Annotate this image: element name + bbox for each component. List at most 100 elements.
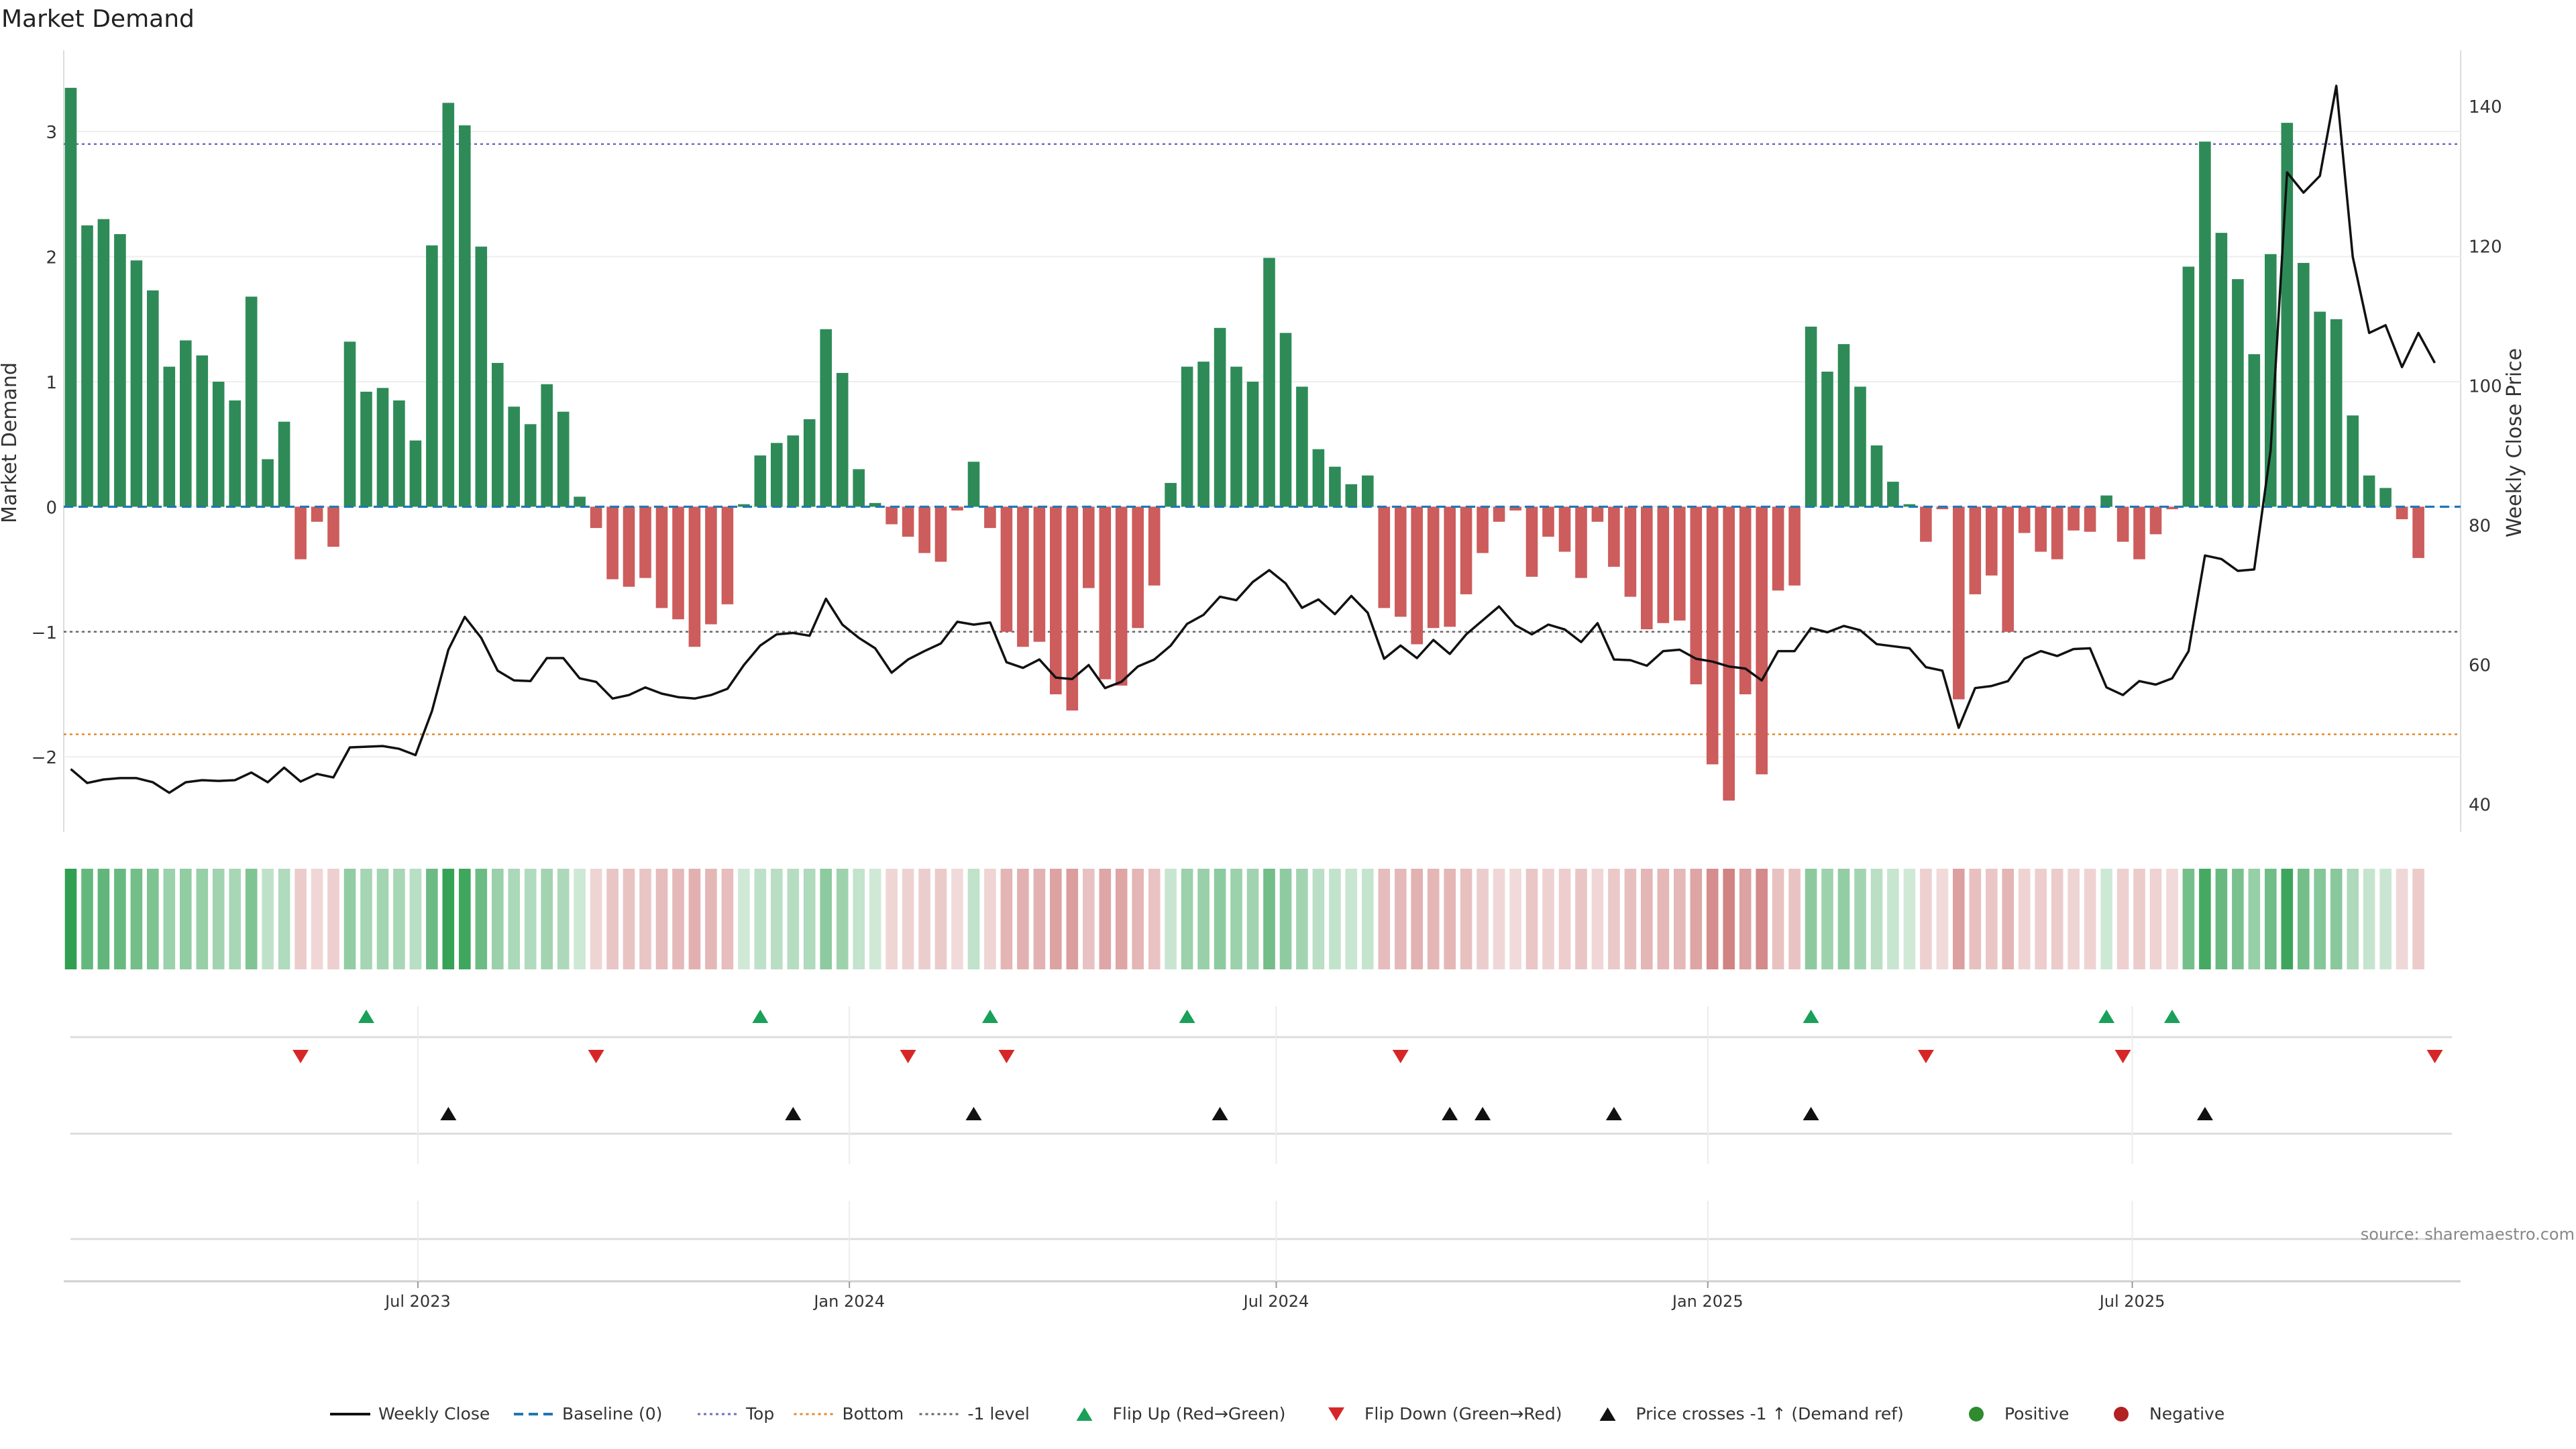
heat-cell xyxy=(1378,869,1391,969)
heat-cell xyxy=(393,869,405,969)
demand-bar xyxy=(557,411,570,507)
heat-cell xyxy=(574,869,586,969)
demand-bar xyxy=(836,372,849,507)
demand-bar xyxy=(1230,366,1242,507)
demand-bar xyxy=(1427,506,1440,629)
heat-cell xyxy=(1050,869,1062,969)
heat-cell xyxy=(951,869,963,969)
heat-cell xyxy=(1903,869,1916,969)
source-note: source: sharemaestro.com xyxy=(2361,1225,2575,1244)
heat-cell xyxy=(294,869,307,969)
heat-cell xyxy=(1263,869,1275,969)
legend-swatch xyxy=(1599,1407,1616,1421)
legend-item: Top xyxy=(698,1404,774,1424)
y2-tick-label: 140 xyxy=(2469,97,2502,117)
heat-cell xyxy=(1837,869,1850,969)
demand-bar xyxy=(1920,506,1932,542)
heat-cell xyxy=(2182,869,2195,969)
heat-cell xyxy=(360,869,372,969)
heat-cell xyxy=(934,869,947,969)
demand-bar xyxy=(1756,506,1768,775)
heat-cell xyxy=(2298,869,2310,969)
heat-cell xyxy=(1756,869,1768,969)
demand-bar xyxy=(2215,233,2228,507)
heat-cell xyxy=(2018,869,2031,969)
heat-cell xyxy=(1477,869,1489,969)
heat-cell xyxy=(869,869,881,969)
heat-cell xyxy=(1575,869,1587,969)
heat-cell xyxy=(97,869,110,969)
heat-cell xyxy=(1099,869,1112,969)
demand-bar xyxy=(1246,382,1259,507)
heat-cell xyxy=(114,869,126,969)
flip-up-marker xyxy=(981,1010,998,1023)
heat-cell xyxy=(245,869,258,969)
flip-down-marker xyxy=(2426,1050,2443,1063)
flip-down-marker xyxy=(588,1050,604,1063)
demand-bar xyxy=(180,340,192,507)
y2-tick-label: 60 xyxy=(2469,655,2491,676)
heat-cell xyxy=(1608,869,1620,969)
heat-cell xyxy=(1427,869,1440,969)
demand-bar xyxy=(2298,262,2310,507)
price-cross-marker xyxy=(2196,1107,2213,1120)
heat-cell xyxy=(754,869,767,969)
demand-bar xyxy=(1821,372,1833,507)
flip-down-marker xyxy=(1917,1050,1934,1063)
legend-item: -1 level xyxy=(919,1404,1030,1424)
date-axis: Jul 2023 Jan 2024 Jul 2024 Jan 2025 Jul 2025 xyxy=(64,1006,2461,1311)
demand-bar xyxy=(508,407,520,507)
demand-bar xyxy=(376,388,389,507)
demand-bar xyxy=(1263,258,1275,507)
y2-tick-label: 100 xyxy=(2469,376,2502,396)
demand-bar xyxy=(1033,506,1046,642)
demand-bar xyxy=(688,506,701,647)
heat-cell xyxy=(524,869,537,969)
legend-swatch xyxy=(2114,1407,2129,1421)
heat-cell xyxy=(2412,869,2424,969)
demand-bar xyxy=(885,506,898,525)
heat-cell xyxy=(738,869,750,969)
legend-label: Flip Down (Green→Red) xyxy=(1364,1404,1562,1424)
heat-cell xyxy=(1854,869,1866,969)
heat-cell xyxy=(1936,869,1949,969)
weekly-close-line xyxy=(70,85,2436,794)
heat-cell xyxy=(672,869,684,969)
demand-bar xyxy=(2002,506,2014,632)
legend-swatch xyxy=(1328,1407,1344,1421)
heat-cell xyxy=(278,869,290,969)
demand-bar xyxy=(1181,366,1193,507)
heat-cell xyxy=(1246,869,1259,969)
demand-bar xyxy=(803,419,816,507)
legend: Weekly Close Baseline (0) Top Bottom -1 leve… xyxy=(330,1404,2224,1424)
heat-cell xyxy=(1739,869,1752,969)
legend-label: Flip Up (Red→Green) xyxy=(1113,1404,1286,1424)
x-tick-label: Jul 2025 xyxy=(2098,1292,2165,1311)
heat-cell xyxy=(130,869,143,969)
demand-bar xyxy=(967,462,980,507)
x-tick-label: Jan 2024 xyxy=(812,1292,885,1311)
heat-cell xyxy=(2396,869,2408,969)
demand-bar xyxy=(245,297,258,507)
heat-cell xyxy=(1148,869,1161,969)
demand-bar xyxy=(1739,506,1752,694)
demand-bar xyxy=(97,219,110,507)
heat-cell xyxy=(1542,869,1554,969)
heat-cell xyxy=(1230,869,1242,969)
heat-cell xyxy=(2133,869,2145,969)
demand-bar xyxy=(327,506,339,547)
x-tick-label: Jan 2025 xyxy=(1671,1292,1743,1311)
heat-cell xyxy=(1821,869,1833,969)
demand-bar xyxy=(1706,506,1719,765)
legend-label: Bottom xyxy=(843,1404,904,1424)
demand-bar xyxy=(163,366,176,507)
demand-bar xyxy=(639,506,651,578)
heat-cell xyxy=(853,869,865,969)
flip-down-marker xyxy=(2114,1050,2131,1063)
demand-bar xyxy=(2232,279,2244,507)
demand-bar xyxy=(984,506,996,529)
demand-bar xyxy=(787,435,800,507)
heat-cell xyxy=(2051,869,2063,969)
demand-bar xyxy=(2182,266,2195,507)
